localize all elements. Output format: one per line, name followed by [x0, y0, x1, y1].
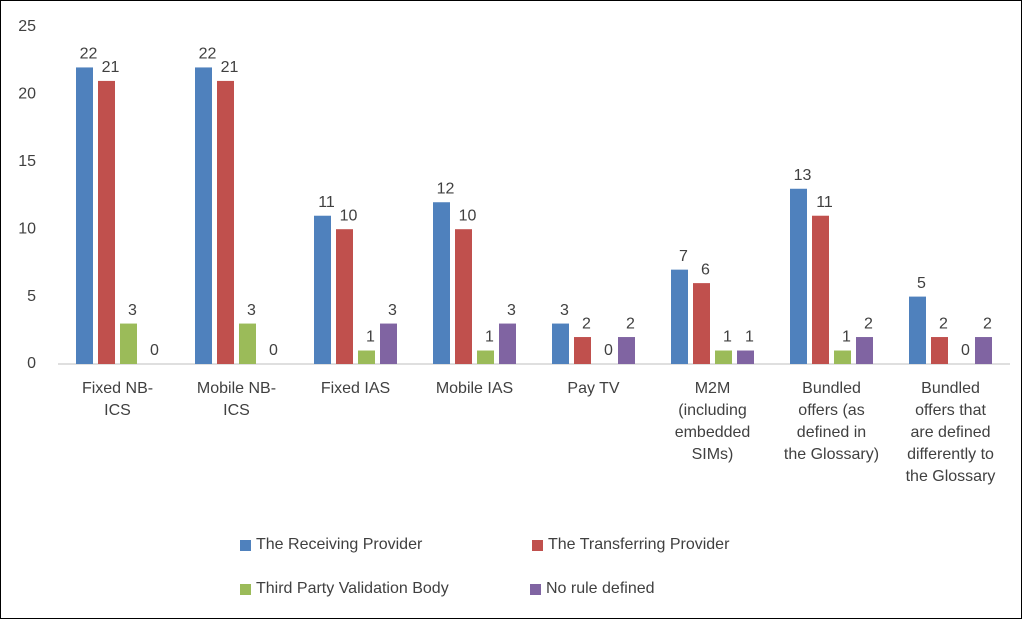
- data-label: 3: [388, 302, 397, 319]
- bar: [693, 283, 710, 364]
- legend-swatch: [530, 583, 541, 595]
- data-label: 10: [459, 207, 477, 224]
- data-label: 22: [80, 46, 98, 63]
- bar: [380, 323, 397, 364]
- legend-label: The Transferring Provider: [548, 536, 730, 553]
- data-label: 6: [701, 261, 710, 278]
- data-label: 22: [199, 46, 217, 63]
- x-tick-label: Pay TV: [567, 380, 620, 397]
- bar: [790, 188, 807, 364]
- data-label: 10: [340, 207, 358, 224]
- data-label: 5: [917, 275, 926, 292]
- bar: [499, 323, 516, 364]
- bar: [336, 229, 353, 364]
- data-label: 0: [604, 342, 613, 359]
- bar: [195, 67, 212, 364]
- y-tick-label: 20: [18, 86, 36, 103]
- legend-swatch: [532, 539, 543, 551]
- y-tick-label: 5: [27, 288, 36, 305]
- data-label: 1: [842, 329, 851, 346]
- bar: [98, 80, 115, 365]
- legend-item: No rule defined: [530, 578, 655, 600]
- y-tick-label: 0: [27, 355, 36, 372]
- legend-swatch: [240, 539, 251, 551]
- data-label: 3: [247, 302, 256, 319]
- data-label: 2: [626, 315, 635, 332]
- bar: [455, 229, 472, 364]
- legend-item: The Receiving Provider: [240, 534, 422, 556]
- bar: [909, 296, 926, 364]
- data-label: 0: [961, 342, 970, 359]
- bar: [552, 323, 569, 364]
- bar: [239, 323, 256, 364]
- data-label: 0: [269, 342, 278, 359]
- data-label: 2: [939, 315, 948, 332]
- bar: [477, 350, 494, 364]
- bar: [737, 350, 754, 364]
- bar: [812, 215, 829, 364]
- x-tick-label: Fixed IAS: [320, 380, 391, 397]
- bar: [856, 337, 873, 364]
- data-label: 11: [816, 194, 833, 211]
- bar: [358, 350, 375, 364]
- data-label: 1: [485, 329, 494, 346]
- data-label: 11: [318, 194, 335, 211]
- data-label: 3: [128, 302, 137, 319]
- data-label: 21: [221, 59, 239, 76]
- data-label: 1: [366, 329, 375, 346]
- bar: [574, 337, 591, 364]
- bar: [314, 215, 331, 364]
- legend-label: No rule defined: [546, 580, 655, 597]
- bar: [671, 269, 688, 364]
- legend-label: The Receiving Provider: [256, 536, 423, 553]
- bar: [715, 350, 732, 364]
- data-label: 2: [983, 315, 992, 332]
- x-tick-label: Bundled offers (as defined in the Glossa…: [783, 380, 880, 463]
- x-tick-label: Fixed NB-ICS: [81, 380, 154, 419]
- bar: [618, 337, 635, 364]
- x-tick-label: Mobile IAS: [435, 380, 514, 397]
- bar: [76, 67, 93, 364]
- legend-label: Third Party Validation Body: [256, 580, 449, 597]
- bar: [931, 337, 948, 364]
- y-tick-label: 10: [18, 220, 36, 237]
- x-tick-label: Mobile NB-ICS: [196, 380, 277, 419]
- bar: [217, 80, 234, 365]
- data-label: 12: [437, 180, 455, 197]
- data-label: 3: [507, 302, 516, 319]
- data-label: 1: [723, 329, 732, 346]
- x-tick-label: M2M (including embedded SIMs): [674, 380, 751, 463]
- data-label: 13: [794, 167, 812, 184]
- x-tick-label: Bundled offers that are defined differen…: [905, 380, 996, 485]
- data-label: 0: [150, 342, 159, 359]
- legend-item: Third Party Validation Body: [240, 578, 449, 600]
- data-label: 3: [560, 302, 569, 319]
- data-label: 2: [864, 315, 873, 332]
- bar: [975, 337, 992, 364]
- data-label: 1: [745, 329, 754, 346]
- legend-swatch: [240, 583, 251, 595]
- data-label: 21: [102, 59, 120, 76]
- y-tick-label: 25: [18, 18, 36, 35]
- data-label: 2: [582, 315, 591, 332]
- legend-item: The Transferring Provider: [532, 534, 729, 556]
- bar: [433, 202, 450, 364]
- bar: [120, 323, 137, 364]
- data-label: 7: [679, 248, 688, 265]
- bar: [834, 350, 851, 364]
- y-tick-label: 15: [18, 153, 36, 170]
